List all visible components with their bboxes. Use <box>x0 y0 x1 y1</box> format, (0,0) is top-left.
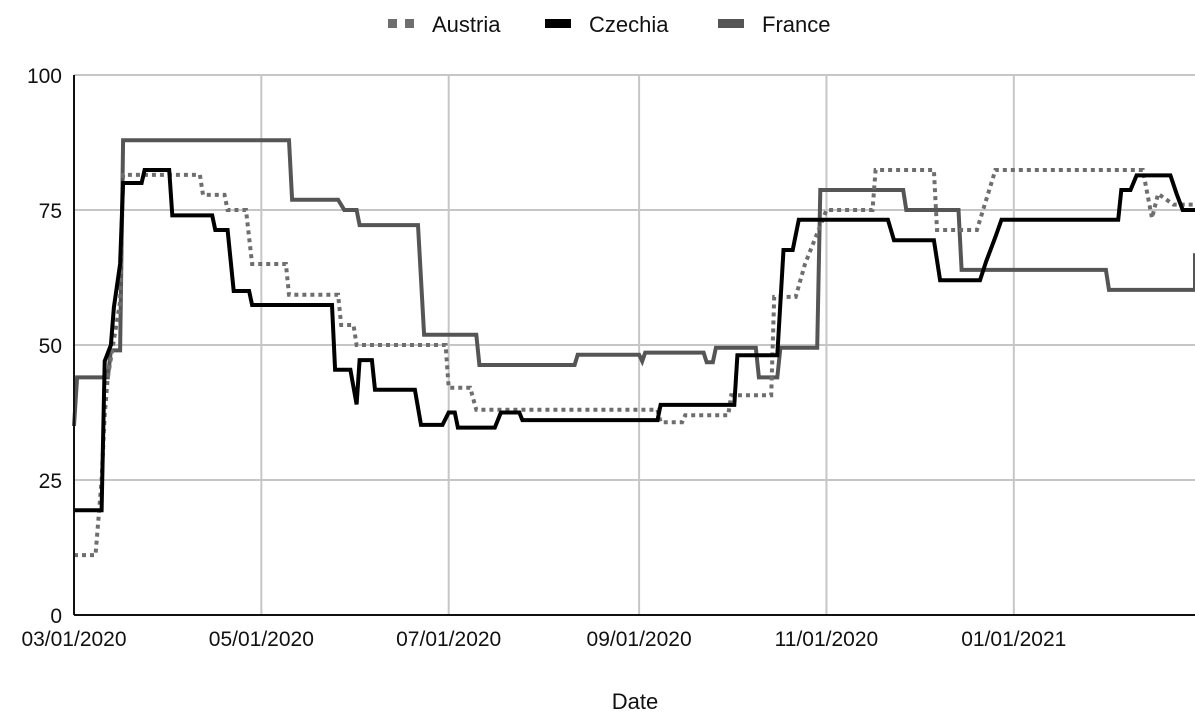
x-tick-label: 03/01/2020 <box>21 628 126 651</box>
x-tick-label: 01/01/2021 <box>961 628 1066 651</box>
legend-item-france: France <box>718 12 830 37</box>
chart-axes: 0 25 50 75 100 03/01/2020 05/01/2020 07/01/2020… <box>21 65 1195 651</box>
legend-label: France <box>762 12 830 37</box>
series-line-czechia <box>74 168 1195 513</box>
series-line-austria <box>74 168 1195 558</box>
legend-item-austria: Austria <box>388 12 501 37</box>
x-axis-title: Date <box>612 689 658 712</box>
y-tick-label: 0 <box>50 605 62 628</box>
legend-swatch <box>718 19 744 28</box>
legend-label: Czechia <box>589 12 669 37</box>
y-tick-label: 75 <box>39 200 62 223</box>
chart-series <box>72 138 1195 558</box>
y-tick-label: 100 <box>27 65 62 88</box>
y-tick-label: 25 <box>39 470 62 493</box>
legend-item-czechia: Czechia <box>545 12 669 37</box>
chart-legend: Austria Czechia France <box>388 12 830 37</box>
x-tick-label: 09/01/2020 <box>587 628 692 651</box>
chart-grid <box>74 74 1195 615</box>
x-tick-label: 05/01/2020 <box>209 628 314 651</box>
x-tick-label: 07/01/2020 <box>396 628 501 651</box>
legend-swatch <box>388 19 397 28</box>
legend-swatch <box>545 19 571 28</box>
y-tick-label: 50 <box>39 335 62 358</box>
x-tick-label: 11/01/2020 <box>775 628 879 651</box>
legend-label: Austria <box>432 12 501 37</box>
series-line-france <box>72 138 1195 427</box>
legend-swatch <box>405 19 414 28</box>
